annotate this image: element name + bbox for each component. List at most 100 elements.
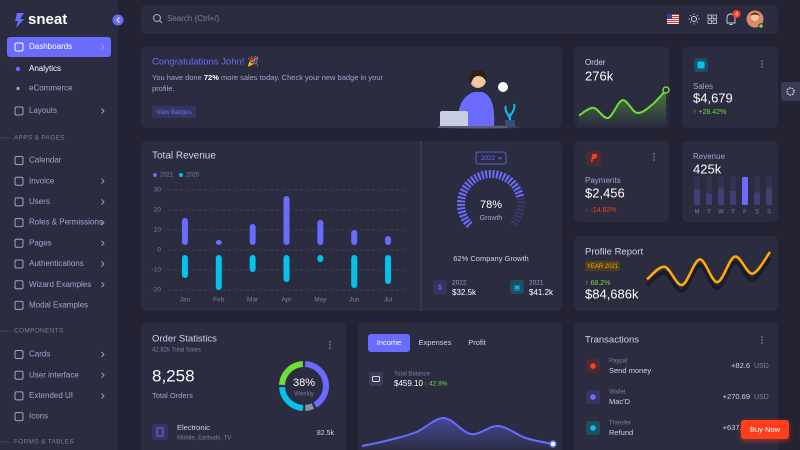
year-button-label[interactable]: 2022	[481, 155, 496, 162]
menu-dot	[653, 156, 655, 158]
illustration-desk	[438, 126, 508, 128]
year-button[interactable]	[475, 151, 507, 165]
menu-dot	[761, 66, 763, 68]
donut-label: 38%	[293, 377, 315, 389]
item-detail: Mobile, Earbuds, TV	[177, 436, 231, 442]
buy-now-button[interactable]	[741, 420, 789, 439]
y-tick-label: 0	[157, 247, 161, 254]
avatar-hair	[750, 12, 760, 16]
bar	[181, 218, 188, 245]
card	[574, 236, 778, 311]
bar	[694, 189, 700, 205]
donut-segment	[304, 403, 315, 411]
x-tick-label: S	[755, 210, 759, 216]
card	[141, 5, 778, 34]
welcome-message: You have done 72% more sales today. Chec…	[152, 73, 383, 82]
card	[141, 323, 346, 450]
summary-icon-glyph: $	[438, 284, 442, 291]
summary-icon-glyph: ▣	[514, 284, 521, 291]
badge-button-label[interactable]: View Badges	[157, 110, 192, 116]
tab[interactable]: Expenses	[419, 338, 452, 347]
transaction-amount: +82.6	[731, 361, 750, 370]
menu-dot	[329, 341, 331, 343]
card-value: 425k	[693, 161, 722, 176]
menu-item[interactable]: Calendar	[29, 156, 62, 165]
theme-ray	[689, 14, 692, 17]
y-tick-label: 10	[154, 227, 162, 234]
badge-button[interactable]	[152, 106, 196, 118]
notification-badge	[732, 10, 741, 18]
card-subtitle: 42.82k Total Sales	[152, 348, 201, 354]
line	[646, 251, 772, 287]
card-change: ↑ 68.2%	[585, 280, 610, 287]
x-tick-label: Jun	[349, 297, 360, 304]
y-tick-label: 30	[154, 187, 162, 194]
menu-item[interactable]: Icons	[29, 412, 48, 421]
gauge-value	[457, 170, 524, 229]
menu-bullet	[16, 86, 20, 91]
menu-subitem[interactable]: eCommerce	[29, 84, 73, 93]
gauge-track	[457, 170, 525, 229]
x-tick-label: May	[314, 297, 327, 304]
menu-icon	[14, 42, 24, 52]
transaction-name: Mac'D	[609, 397, 631, 406]
company-growth: 62% Company Growth	[453, 254, 528, 263]
tab[interactable]: Profit	[468, 338, 486, 347]
active-menu-item[interactable]	[7, 37, 111, 57]
menu-subitem[interactable]: Analytics	[29, 64, 61, 73]
card	[574, 323, 778, 450]
menu-item[interactable]: Modal Examples	[29, 301, 88, 310]
menu-icon	[14, 259, 24, 269]
bar	[215, 255, 222, 290]
buy-now-label[interactable]: Buy Now	[750, 425, 781, 434]
illustration-bubble	[498, 82, 508, 92]
x-tick-label: T	[707, 210, 711, 216]
bar	[385, 255, 392, 284]
donut-caption: Weekly	[294, 392, 314, 398]
menu-item[interactable]: Authentications	[29, 259, 84, 268]
card-change: ↓ -14.82%	[585, 207, 617, 214]
x-tick-label: Feb	[213, 297, 225, 304]
tab[interactable]: Income	[377, 338, 402, 347]
logo-icon	[15, 13, 24, 28]
flag-stripe	[667, 20, 679, 21]
item-value: 82.5k	[317, 430, 335, 437]
menu-item[interactable]: Layouts	[29, 106, 57, 115]
bar	[317, 255, 324, 262]
apps-icon	[712, 19, 717, 24]
x-tick-label: Jul	[384, 297, 393, 304]
illustration-pot	[505, 120, 515, 127]
avatar-face	[751, 13, 759, 21]
menu-icon	[14, 300, 24, 310]
menu-item[interactable]: Pages	[29, 238, 52, 247]
menu-icon	[14, 412, 24, 422]
chevron	[101, 199, 105, 205]
menu-bullet	[15, 66, 21, 72]
x-tick-label: Jan	[180, 297, 191, 304]
summary-icon	[510, 280, 524, 294]
menu-item[interactable]: Extended UI	[29, 391, 73, 400]
summary-amount: $32.5k	[452, 288, 477, 297]
menu-item[interactable]: Dashboards	[29, 42, 72, 51]
x-tick-label: T	[731, 210, 735, 216]
summary-amount: $41.2k	[529, 288, 554, 297]
card	[141, 141, 562, 311]
message-part: You have done	[152, 73, 204, 82]
settings-tab[interactable]	[781, 82, 800, 101]
donut-segment	[279, 386, 304, 411]
card-title: Order Statistics	[152, 334, 217, 345]
collapse-button[interactable]	[112, 14, 124, 26]
card-label: Revenue	[693, 152, 726, 161]
menu-icon	[14, 218, 24, 228]
online-dot	[758, 23, 764, 29]
menu-item[interactable]: User interface	[29, 370, 79, 379]
menu-item[interactable]: Users	[29, 197, 50, 206]
transaction-amount: +270.69	[723, 392, 750, 401]
menu-item[interactable]: Wizard Examples	[29, 280, 91, 289]
search-input[interactable]: Search (Ctrl+/)	[167, 14, 220, 23]
menu-item[interactable]: Cards	[29, 350, 50, 359]
menu-item[interactable]: Invoice	[29, 176, 55, 185]
menu-item[interactable]: Roles & Permissions	[29, 218, 103, 227]
summary-year: 2021	[529, 280, 544, 287]
bar	[706, 193, 712, 205]
